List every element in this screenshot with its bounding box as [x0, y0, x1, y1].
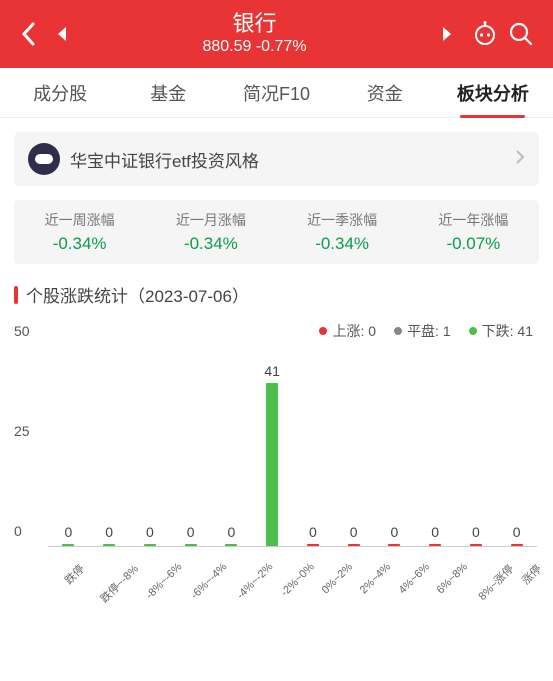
- bar: [348, 544, 360, 546]
- bar-value-label: 0: [513, 524, 521, 540]
- period-label: 近一季涨幅: [277, 210, 408, 230]
- bar-slot: 0: [415, 347, 456, 546]
- y-tick: 25: [14, 423, 30, 439]
- bar-slot: 0: [293, 347, 334, 546]
- x-label: -8%~-6%: [129, 551, 175, 607]
- bar-value-label: 0: [431, 524, 439, 540]
- bar-value-label: 0: [146, 524, 154, 540]
- prev-stock-button[interactable]: [42, 25, 82, 43]
- period-label: 近一年涨幅: [408, 210, 539, 230]
- period-label: 近一周涨幅: [14, 210, 145, 230]
- bar-value-label: 0: [309, 524, 317, 540]
- bar-value-label: 0: [390, 524, 398, 540]
- bar: [62, 544, 74, 546]
- period-value: -0.07%: [408, 234, 539, 254]
- period-value: -0.34%: [145, 234, 276, 254]
- bar-slot: 0: [48, 347, 89, 546]
- search-button[interactable]: [503, 21, 539, 47]
- bar-value-label: 0: [227, 524, 235, 540]
- chart-legend: 上涨: 0 平盘: 1 下跌: 41: [14, 321, 539, 341]
- legend-item: 平盘: 1: [394, 321, 451, 341]
- bar-value-label: 0: [350, 524, 358, 540]
- tab-成分股[interactable]: 成分股: [6, 80, 114, 106]
- tab-基金[interactable]: 基金: [114, 80, 222, 106]
- y-axis: 02550: [14, 347, 44, 547]
- bar: [511, 544, 523, 546]
- stock-price: 880.59: [202, 38, 251, 55]
- next-stock-button[interactable]: [427, 25, 467, 43]
- section-title: 个股涨跌统计（2023-07-06）: [14, 282, 539, 307]
- legend-item: 下跌: 41: [469, 321, 533, 341]
- plot-area: 0 0 0 0 0 41 0 0 0 0 0 0: [48, 347, 537, 547]
- bar: [185, 544, 197, 546]
- bar: [307, 544, 319, 546]
- chevron-right-icon: [515, 149, 525, 170]
- bar-slot: 0: [211, 347, 252, 546]
- stock-title: 银行: [82, 12, 427, 36]
- back-button[interactable]: [14, 20, 42, 48]
- period-value: -0.34%: [277, 234, 408, 254]
- period-stat[interactable]: 近一周涨幅 -0.34%: [14, 210, 145, 254]
- legend-item: 上涨: 0: [319, 321, 376, 341]
- bar: [388, 544, 400, 546]
- x-label: 跌停~-8%: [81, 551, 129, 607]
- bar: [429, 544, 441, 546]
- bar: [225, 544, 237, 546]
- bar: [266, 383, 278, 546]
- x-label: -6%~-4%: [174, 551, 220, 607]
- bar: [103, 544, 115, 546]
- period-stat[interactable]: 近一月涨幅 -0.34%: [145, 210, 276, 254]
- stock-change: -0.77%: [256, 38, 307, 55]
- assistant-button[interactable]: [467, 20, 503, 48]
- robot-icon: [28, 143, 60, 175]
- top-bar: 银行 880.59 -0.77%: [0, 0, 553, 68]
- bar-slot: 0: [456, 347, 497, 546]
- bars-container: 0 0 0 0 0 41 0 0 0 0 0 0: [48, 347, 537, 546]
- x-label: -4%~-2%: [220, 551, 266, 607]
- bar: [470, 544, 482, 546]
- bar-value-label: 41: [264, 363, 280, 379]
- tab-板块分析[interactable]: 板块分析: [439, 80, 547, 106]
- distribution-chart: 02550 0000041000000 跌停跌停~-8%-8%~-6%-6%~-…: [14, 347, 539, 607]
- period-stats-row: 近一周涨幅-0.34%近一月涨幅-0.34%近一季涨幅-0.34%近一年涨幅-0…: [14, 200, 539, 264]
- etf-style-card[interactable]: 华宝中证银行etf投资风格: [14, 132, 539, 186]
- bar-slot: 0: [130, 347, 171, 546]
- bar-slot: 41: [252, 347, 293, 546]
- section-title-text: 个股涨跌统计（2023-07-06）: [26, 282, 249, 307]
- period-stat[interactable]: 近一年涨幅 -0.07%: [408, 210, 539, 254]
- x-label: -2%~0%: [265, 551, 307, 607]
- bar-value-label: 0: [472, 524, 480, 540]
- y-tick: 0: [14, 523, 22, 539]
- bar-value-label: 0: [105, 524, 113, 540]
- etf-card-text: 华宝中证银行etf投资风格: [70, 147, 515, 172]
- period-value: -0.34%: [14, 234, 145, 254]
- stock-subtitle: 880.59 -0.77%: [82, 38, 427, 56]
- bar-slot: 0: [496, 347, 537, 546]
- y-tick: 50: [14, 323, 30, 339]
- x-label: 0%~2%: [307, 551, 345, 607]
- bar-value-label: 0: [64, 524, 72, 540]
- title-block[interactable]: 银行 880.59 -0.77%: [82, 12, 427, 56]
- x-label: 4%~6%: [384, 551, 422, 607]
- x-label: 2%~4%: [345, 551, 383, 607]
- bar-slot: 0: [89, 347, 130, 546]
- bar: [144, 544, 156, 546]
- bar-slot: 0: [333, 347, 374, 546]
- tab-简况F10[interactable]: 简况F10: [222, 80, 330, 106]
- tab-资金[interactable]: 资金: [331, 80, 439, 106]
- bar-slot: 0: [374, 347, 415, 546]
- tab-bar: 成分股基金简况F10资金板块分析: [0, 68, 553, 118]
- x-axis-labels: 跌停跌停~-8%-8%~-6%-6%~-4%-4%~-2%-2%~0%0%~2%…: [48, 551, 537, 607]
- x-label: 跌停: [48, 551, 81, 607]
- period-label: 近一月涨幅: [145, 210, 276, 230]
- bar-value-label: 0: [187, 524, 195, 540]
- x-label: 8%~涨停: [460, 551, 504, 607]
- x-label: 6%~8%: [422, 551, 460, 607]
- period-stat[interactable]: 近一季涨幅 -0.34%: [277, 210, 408, 254]
- bar-slot: 0: [170, 347, 211, 546]
